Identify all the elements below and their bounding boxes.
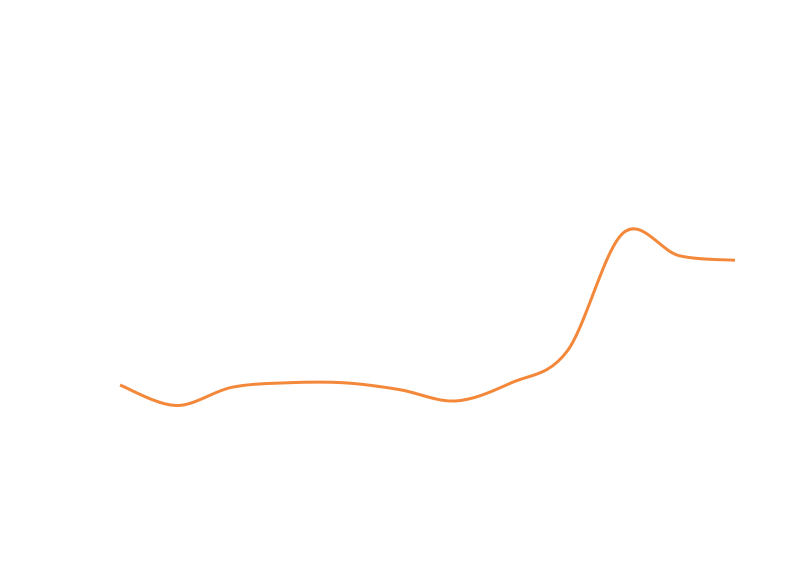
series-line bbox=[119, 227, 736, 408]
